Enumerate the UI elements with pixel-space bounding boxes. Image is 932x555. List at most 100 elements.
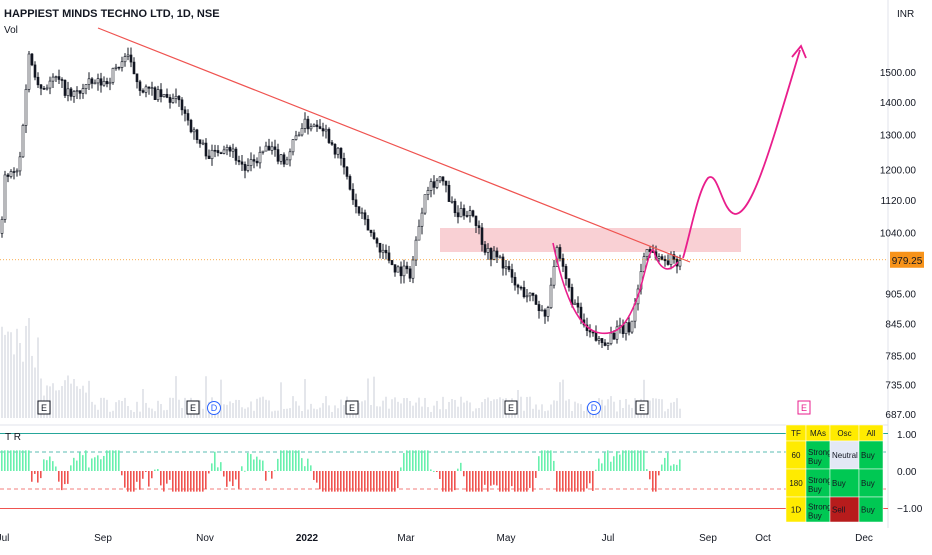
volume-bar	[142, 388, 144, 418]
osc-bar	[586, 471, 588, 489]
candle-body	[135, 73, 139, 83]
candle-body	[420, 212, 424, 227]
candle-body	[558, 247, 562, 259]
volume-bar	[277, 410, 279, 418]
candle-body	[663, 259, 667, 262]
volume-bar	[322, 403, 324, 418]
volume-bar	[553, 400, 555, 418]
time-tick-label: May	[497, 533, 516, 544]
volume-bar	[316, 409, 318, 418]
table-osc-text: Neutral	[832, 451, 858, 460]
osc-bar	[25, 450, 27, 471]
volume-bar	[235, 399, 237, 418]
osc-bar	[430, 469, 432, 471]
candle-body	[672, 254, 676, 260]
osc-bar	[358, 471, 360, 492]
volume-bar	[469, 402, 471, 418]
candle-body	[123, 56, 127, 63]
candle-body	[279, 154, 283, 162]
price-tick-label: 1500.00	[880, 68, 917, 79]
osc-bar	[355, 471, 357, 492]
table-mas-text: Strong Buy	[808, 476, 832, 494]
osc-bar	[421, 450, 423, 471]
candle-body	[162, 93, 166, 98]
earnings-marker	[37, 400, 51, 415]
osc-bar	[622, 450, 624, 471]
volume-bar	[85, 392, 87, 418]
osc-bar	[328, 471, 330, 492]
volume-bar	[163, 410, 165, 418]
osc-bar	[541, 450, 543, 471]
price-axis[interactable]: 1500.00 1400.00 1300.00 1200.00 1120.00 1040.…	[880, 68, 924, 421]
osc-bar	[478, 471, 480, 492]
candle-body	[414, 239, 418, 261]
osc-bar	[337, 471, 339, 492]
osc-bar	[325, 471, 327, 492]
volume-bar	[607, 399, 609, 418]
table-text-line1: Strong	[808, 448, 832, 457]
osc-bar	[418, 450, 420, 471]
candle-body	[351, 188, 355, 201]
osc-bar	[166, 471, 168, 484]
candle-body	[12, 171, 16, 173]
osc-bar	[349, 471, 351, 492]
candle-body	[612, 332, 616, 340]
candle-body	[72, 91, 76, 97]
volume-bar	[121, 400, 123, 418]
dividend-marker	[207, 401, 221, 415]
volume-bar	[379, 406, 381, 418]
volume-label: Vol	[4, 25, 18, 36]
osc-bar	[178, 471, 180, 492]
oscillator-pane: 1.00 0.00 −1.00	[0, 430, 923, 515]
osc-bar	[133, 471, 135, 492]
candle-body	[441, 176, 445, 182]
candle-body	[642, 256, 646, 272]
osc-bar	[187, 471, 189, 492]
event-marker-label: E	[508, 403, 514, 413]
event-marker-label: E	[639, 403, 645, 413]
candle-body	[444, 180, 448, 186]
osc-bar	[451, 471, 453, 492]
time-axis[interactable]: Jul Sep Nov 2022 Mar May Jul Sep Oct Dec	[0, 533, 873, 544]
candle-body	[90, 78, 94, 84]
volume-bar	[325, 396, 327, 418]
candle-body	[225, 147, 229, 151]
osc-bar	[598, 458, 600, 471]
volume-bar	[202, 408, 204, 418]
osc-bar	[295, 450, 297, 471]
candle-body	[372, 232, 376, 239]
candle-body	[9, 171, 13, 177]
volume-bar	[40, 378, 42, 418]
candle-body	[255, 160, 259, 164]
osc-level-label: 1.00	[897, 430, 917, 441]
volume-bar	[532, 408, 534, 418]
candle-body	[207, 155, 211, 160]
osc-bar	[472, 471, 474, 492]
osc-bar	[28, 450, 30, 471]
candle-body	[609, 332, 613, 344]
osc-bar	[361, 471, 363, 492]
volume-bar	[673, 401, 675, 418]
candle-body	[147, 86, 151, 89]
osc-bar	[79, 452, 81, 471]
osc-bar	[211, 463, 213, 471]
candle-body	[33, 64, 37, 78]
osc-bar	[130, 471, 132, 492]
candle-body	[75, 90, 79, 92]
volume-bar	[127, 406, 129, 418]
annotation-lines	[0, 27, 888, 335]
price-candles	[0, 47, 682, 351]
volume-bar	[649, 400, 651, 418]
osc-bar	[49, 456, 51, 471]
table-mas-cell	[805, 496, 831, 523]
osc-bar	[469, 471, 471, 492]
osc-bar	[340, 471, 342, 492]
candle-body	[297, 134, 301, 137]
candle-body	[234, 148, 238, 161]
osc-bar	[679, 459, 681, 471]
osc-level-label: −1.00	[897, 504, 923, 515]
table-text-line2: Buy	[808, 457, 822, 466]
volume-bar	[133, 411, 135, 418]
volume-bar	[526, 396, 528, 418]
